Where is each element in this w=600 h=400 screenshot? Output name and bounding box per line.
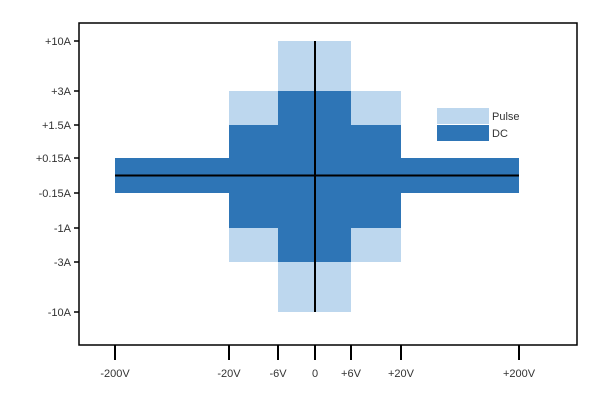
x-tick-label: +6V xyxy=(341,368,362,380)
y-tick-label: -0.15A xyxy=(39,188,72,200)
legend-swatch-pulse xyxy=(437,108,489,124)
y-tick-label: -1A xyxy=(54,223,72,235)
y-axis-ticks: +10A +3A +1.5A +0.15A -0.15A -1A -3A -10A xyxy=(36,36,79,319)
x-tick-label: +20V xyxy=(388,368,415,380)
x-tick-label: +200V xyxy=(503,368,536,380)
x-axis-ticks: -200V -20V -6V 0 +6V +20V +200V xyxy=(100,345,536,380)
y-tick-label: +1.5A xyxy=(42,120,72,132)
x-tick-label: -200V xyxy=(100,368,130,380)
y-tick-label: -10A xyxy=(48,307,72,319)
x-tick-label: -6V xyxy=(269,368,287,380)
legend-swatch-dc xyxy=(437,125,489,141)
x-tick-label: -20V xyxy=(217,368,241,380)
y-tick-label: +10A xyxy=(45,36,72,48)
y-tick-label: +0.15A xyxy=(36,153,72,165)
y-tick-label: -3A xyxy=(54,257,72,269)
x-tick-label: 0 xyxy=(312,368,318,380)
legend-label-pulse: Pulse xyxy=(492,111,520,123)
y-tick-label: +3A xyxy=(51,86,72,98)
origin-axes xyxy=(115,41,519,312)
legend-label-dc: DC xyxy=(492,128,508,140)
legend: Pulse DC xyxy=(437,108,520,141)
